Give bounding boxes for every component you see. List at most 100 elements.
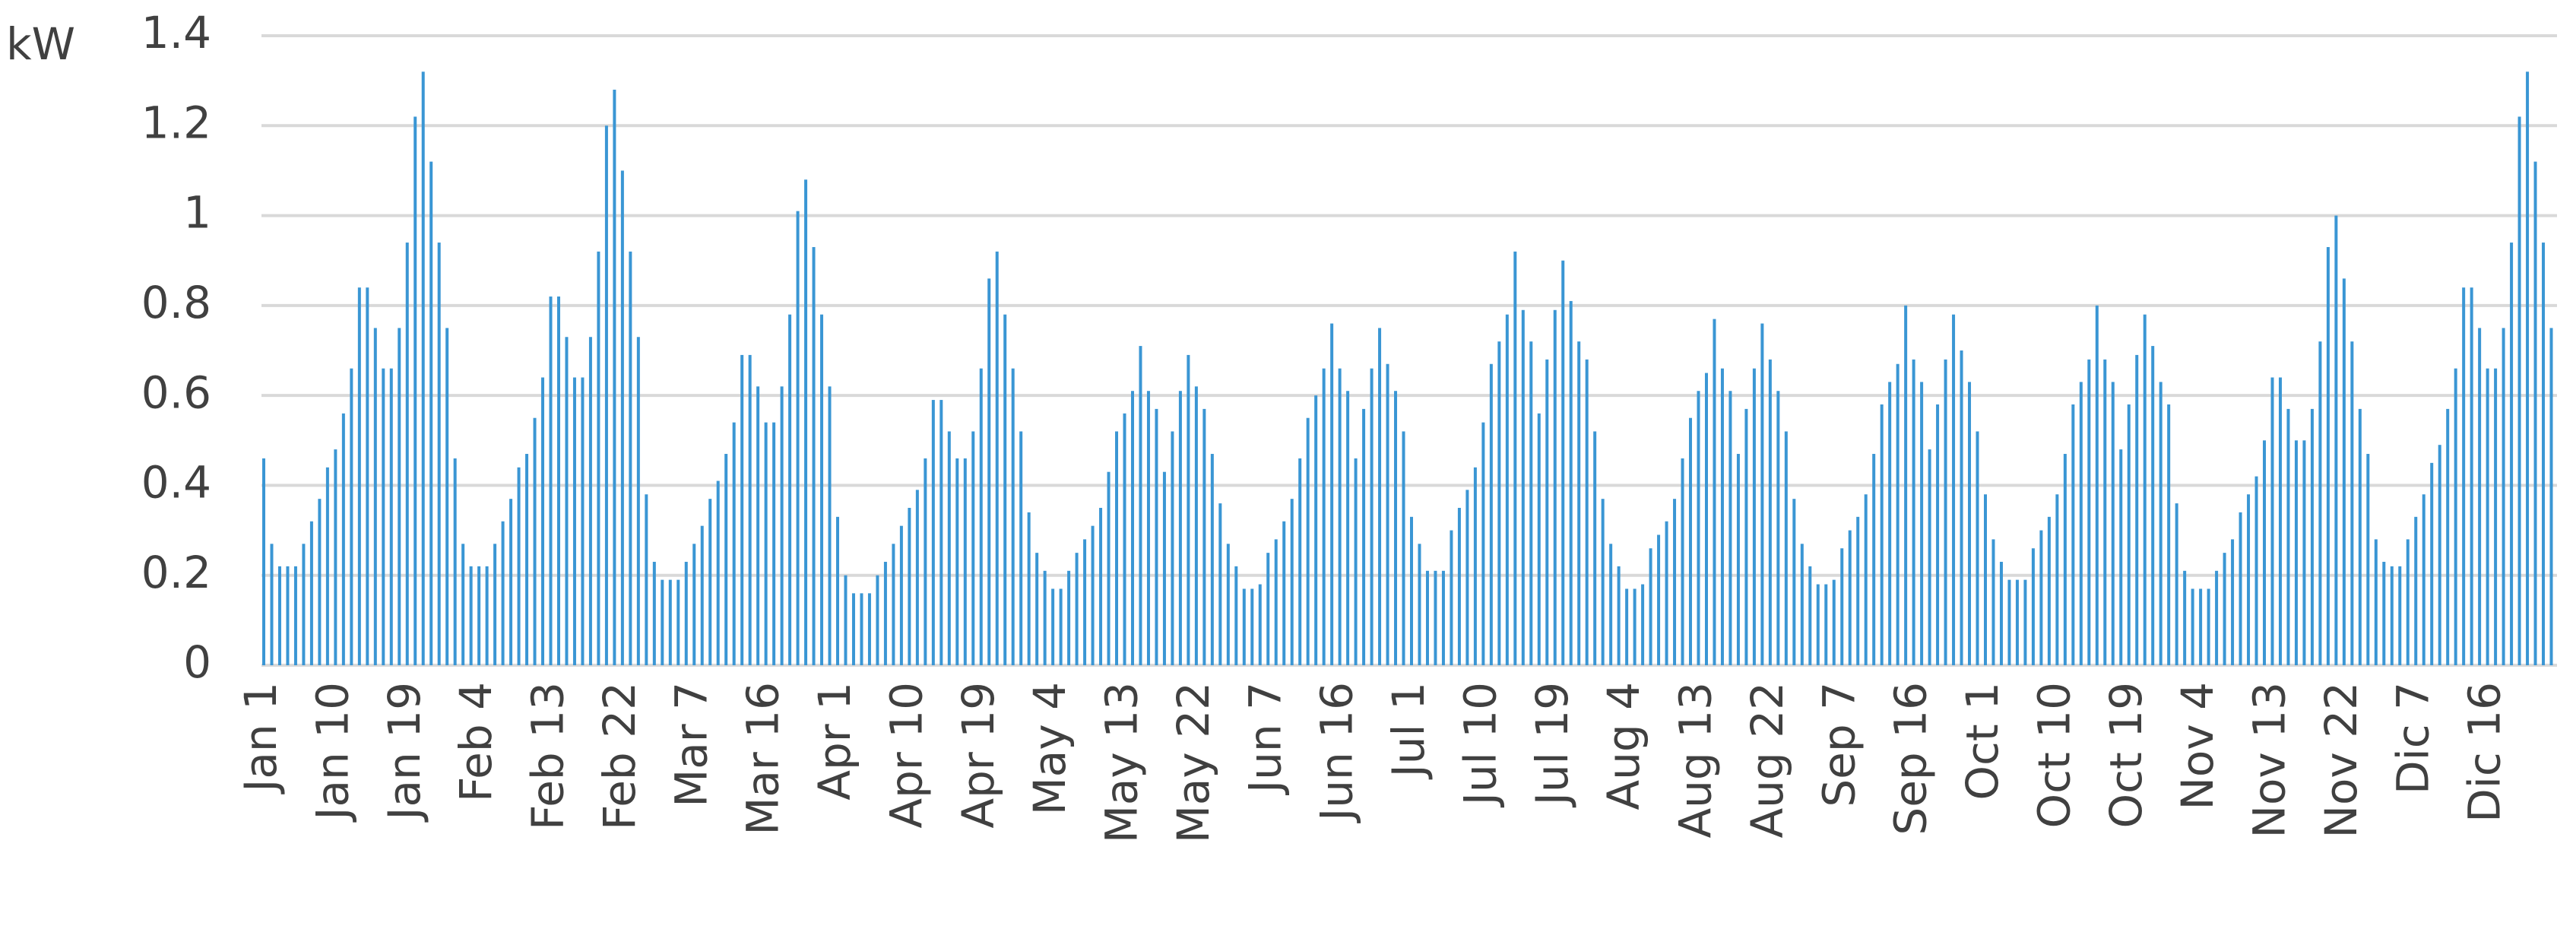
bar bbox=[740, 354, 744, 665]
y-tick-label: 0.4 bbox=[141, 457, 211, 509]
x-tick-label: Sep 7 bbox=[1813, 682, 1865, 807]
bar bbox=[1465, 490, 1469, 665]
bar bbox=[636, 337, 640, 665]
bar bbox=[2015, 579, 2019, 665]
bar bbox=[1848, 530, 1852, 665]
bar bbox=[1689, 417, 1693, 665]
bar bbox=[1880, 404, 1884, 665]
bar bbox=[788, 314, 792, 665]
bar bbox=[1920, 382, 1924, 665]
bar bbox=[2422, 494, 2425, 665]
bar bbox=[1896, 363, 1900, 665]
bar bbox=[572, 377, 576, 665]
bar bbox=[1856, 516, 1860, 665]
bar bbox=[2430, 462, 2434, 665]
bar bbox=[350, 368, 353, 665]
bar bbox=[629, 251, 632, 665]
bar bbox=[1704, 373, 1708, 665]
bar bbox=[1489, 363, 1493, 665]
bar bbox=[1912, 359, 1915, 665]
bar bbox=[1218, 503, 1222, 665]
bar bbox=[1226, 544, 1230, 665]
bar bbox=[899, 525, 903, 665]
bar bbox=[828, 386, 832, 665]
bar bbox=[302, 544, 306, 665]
bar bbox=[732, 422, 736, 665]
bar bbox=[971, 431, 975, 665]
bar bbox=[883, 561, 887, 665]
x-tick-label: Nov 13 bbox=[2244, 682, 2296, 838]
x-tick-label: Jun 7 bbox=[1239, 682, 1291, 795]
x-tick-label: Dic 16 bbox=[2459, 682, 2511, 823]
bar bbox=[2478, 328, 2482, 665]
bar bbox=[325, 467, 329, 665]
bar bbox=[867, 593, 871, 665]
bar bbox=[334, 449, 337, 665]
x-tick-label: Apr 19 bbox=[952, 682, 1004, 829]
bar bbox=[908, 508, 911, 665]
bar bbox=[2071, 404, 2075, 665]
bar bbox=[2199, 588, 2203, 665]
bar bbox=[2494, 368, 2498, 665]
bar bbox=[1003, 314, 1007, 665]
bar bbox=[652, 561, 656, 665]
bar bbox=[1322, 368, 1326, 665]
bar bbox=[1625, 588, 1629, 665]
bar bbox=[2047, 516, 2051, 665]
y-axis-label: kW bbox=[6, 18, 75, 70]
bar bbox=[1450, 530, 1453, 665]
bar bbox=[1936, 404, 1940, 665]
bar bbox=[1840, 548, 1844, 665]
bar bbox=[1609, 544, 1613, 665]
bar bbox=[1673, 499, 1677, 665]
bar bbox=[1386, 363, 1389, 665]
x-tick-label: Aug 4 bbox=[1598, 682, 1649, 810]
x-tick-label: Jul 10 bbox=[1454, 682, 1506, 807]
bar bbox=[1585, 359, 1589, 665]
bar bbox=[2175, 503, 2178, 665]
bar bbox=[2390, 566, 2394, 665]
bar bbox=[716, 480, 720, 665]
bar bbox=[1720, 368, 1724, 665]
bar bbox=[1991, 539, 1995, 665]
bar bbox=[947, 431, 951, 665]
bar bbox=[1976, 431, 1979, 665]
bar bbox=[931, 400, 935, 665]
bar bbox=[485, 566, 489, 665]
bar bbox=[2095, 305, 2099, 665]
x-tick-label: Nov 4 bbox=[2172, 682, 2223, 810]
bar bbox=[270, 544, 274, 665]
bar bbox=[2470, 287, 2473, 665]
x-tick-label: Feb 22 bbox=[594, 682, 645, 830]
bar bbox=[1067, 570, 1071, 665]
bar bbox=[541, 377, 545, 665]
bar bbox=[1513, 251, 1517, 665]
x-tick-label: Apr 10 bbox=[880, 682, 932, 829]
bar bbox=[437, 243, 441, 665]
bar bbox=[2374, 539, 2378, 665]
bar bbox=[620, 170, 624, 665]
bar bbox=[1872, 454, 1876, 665]
bar bbox=[1505, 314, 1509, 665]
x-tick-label: Oct 19 bbox=[2100, 682, 2152, 829]
bar bbox=[1234, 566, 1238, 665]
bar bbox=[2366, 454, 2370, 665]
bar bbox=[860, 593, 863, 665]
x-tick-label: Jul 19 bbox=[1526, 682, 1578, 807]
bar bbox=[2486, 368, 2489, 665]
bar bbox=[2055, 494, 2059, 665]
bar bbox=[1027, 512, 1031, 665]
bar bbox=[1457, 508, 1461, 665]
bar bbox=[1394, 391, 1398, 665]
bar bbox=[1162, 471, 1166, 665]
bar bbox=[405, 243, 409, 665]
bar bbox=[1832, 579, 1836, 665]
bar bbox=[588, 337, 592, 665]
bar bbox=[1258, 584, 1262, 665]
bar bbox=[1824, 584, 1828, 665]
bar bbox=[1952, 314, 1956, 665]
bar bbox=[820, 314, 824, 665]
bar bbox=[780, 386, 784, 665]
x-tick-label: Oct 1 bbox=[1957, 682, 2008, 801]
bar bbox=[2127, 404, 2131, 665]
